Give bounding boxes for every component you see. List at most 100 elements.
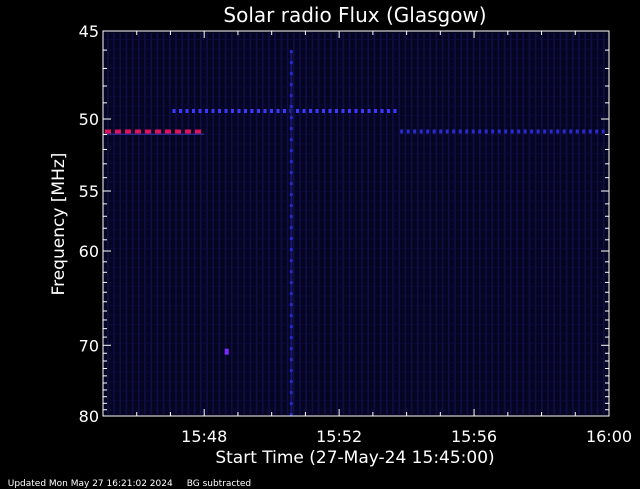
band-segment [426,129,430,134]
band-segment [549,129,553,134]
spectrogram-column [361,33,363,414]
spectrogram-column [596,33,599,414]
band-segment [218,109,221,113]
spectrogram-column [342,33,345,414]
spectrogram-row [104,181,608,183]
band-segment [335,109,338,113]
band-segment [588,129,592,134]
burst-point [289,259,293,263]
band-segment [315,109,319,113]
spectrogram-column [603,33,605,414]
spectrogram-column [317,33,320,414]
band-segment [276,109,280,113]
spectrogram-row [104,86,608,88]
spectrogram-row [104,362,608,363]
y-tick-label: 80 [79,407,99,426]
band-segment [400,129,404,134]
spectrogram-column [131,33,134,414]
spectrogram-row [104,409,608,411]
burst-point [289,226,293,230]
burst-point [289,193,293,197]
band-segment [419,129,423,134]
spectrogram-row [104,276,608,278]
band-segment [374,109,377,113]
spectrogram-column [534,33,537,414]
spectrogram-column [286,33,289,414]
spectrogram-column [410,33,413,414]
spectrogram-column [293,33,295,414]
band-segment [575,129,579,134]
band-segment [569,129,573,134]
spectrogram-column [138,33,140,414]
band-segment [478,129,482,134]
band-segment [135,129,141,134]
y-tick-label: 50 [79,110,99,129]
spectrogram-row [104,96,608,97]
band-segment [510,129,514,134]
spectrogram-row [104,219,608,221]
burst-point [289,281,293,285]
spectrogram-column [541,33,543,414]
x-tick-label: 15:52 [316,427,362,446]
spectrogram-column [237,33,239,414]
band-segment [155,129,161,134]
spectrogram-row [104,286,608,287]
spectrogram-column [113,33,115,414]
burst-point [289,160,293,164]
band-segment [595,129,599,134]
spectrogram-column [503,33,506,414]
band-segment [517,129,521,134]
burst-point [289,138,293,142]
burst-point [289,116,293,120]
band-segment [328,109,332,113]
spectrogram-row [104,238,608,240]
spectrogram-row [104,191,608,192]
band-segment [263,109,267,113]
spectrogram-column [274,33,276,414]
burst-point [289,237,293,241]
burst-point [289,391,293,395]
spectrogram-column [280,33,283,414]
spectrogram-column [522,33,524,414]
spectrogram-column [528,33,531,414]
spectrogram-row [104,77,608,78]
band-segment [504,129,508,134]
spectrogram-column [392,33,394,414]
band-segment [497,129,501,134]
spectrogram-column [187,33,190,414]
updated-timestamp: Updated Mon May 27 16:21:02 2024 [7,479,173,489]
spectrogram-row [104,267,608,268]
burst-point [289,94,293,98]
spectrogram-row [104,257,608,259]
burst-point [289,413,293,417]
spectrogram-column [299,33,301,414]
burst-point [289,50,293,54]
chart-title: Solar radio Flux (Glasgow) [223,3,486,27]
spectrogram-column [578,33,580,414]
band-segment [562,129,566,134]
band-segment [458,129,462,134]
spectrogram-column [231,33,233,414]
spectrogram-column [336,33,338,414]
spectrogram-row [104,162,608,164]
band-segment [354,109,358,113]
spectrogram-column [429,33,431,414]
band-segment [322,109,325,113]
burst-point [289,347,293,351]
spectrogram-row [104,210,608,211]
spectrogram-row [104,390,608,392]
burst-point [289,204,293,208]
band-segment [302,109,306,113]
band-segment [231,109,234,113]
spectrogram-column [200,33,202,414]
band-segment [530,129,534,134]
spectrogram-column [268,33,270,414]
spectrogram-column [125,33,128,414]
band-segment [237,109,241,113]
spectrogram-column [169,33,171,414]
band-segment [601,129,605,134]
band-segment [105,129,111,134]
band-segment [348,109,351,113]
spectrogram-column [417,33,419,414]
